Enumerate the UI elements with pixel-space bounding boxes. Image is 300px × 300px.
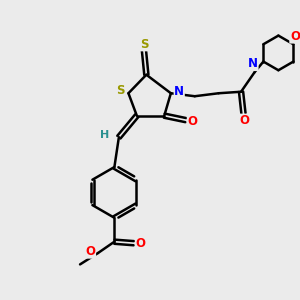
Text: S: S — [116, 84, 124, 98]
Text: O: O — [239, 114, 249, 127]
Text: O: O — [85, 245, 95, 258]
Text: O: O — [188, 115, 197, 128]
Text: H: H — [100, 130, 109, 140]
Text: N: N — [174, 85, 184, 98]
Text: O: O — [290, 30, 300, 43]
Text: O: O — [135, 237, 146, 250]
Text: S: S — [140, 38, 148, 51]
Text: N: N — [248, 58, 258, 70]
